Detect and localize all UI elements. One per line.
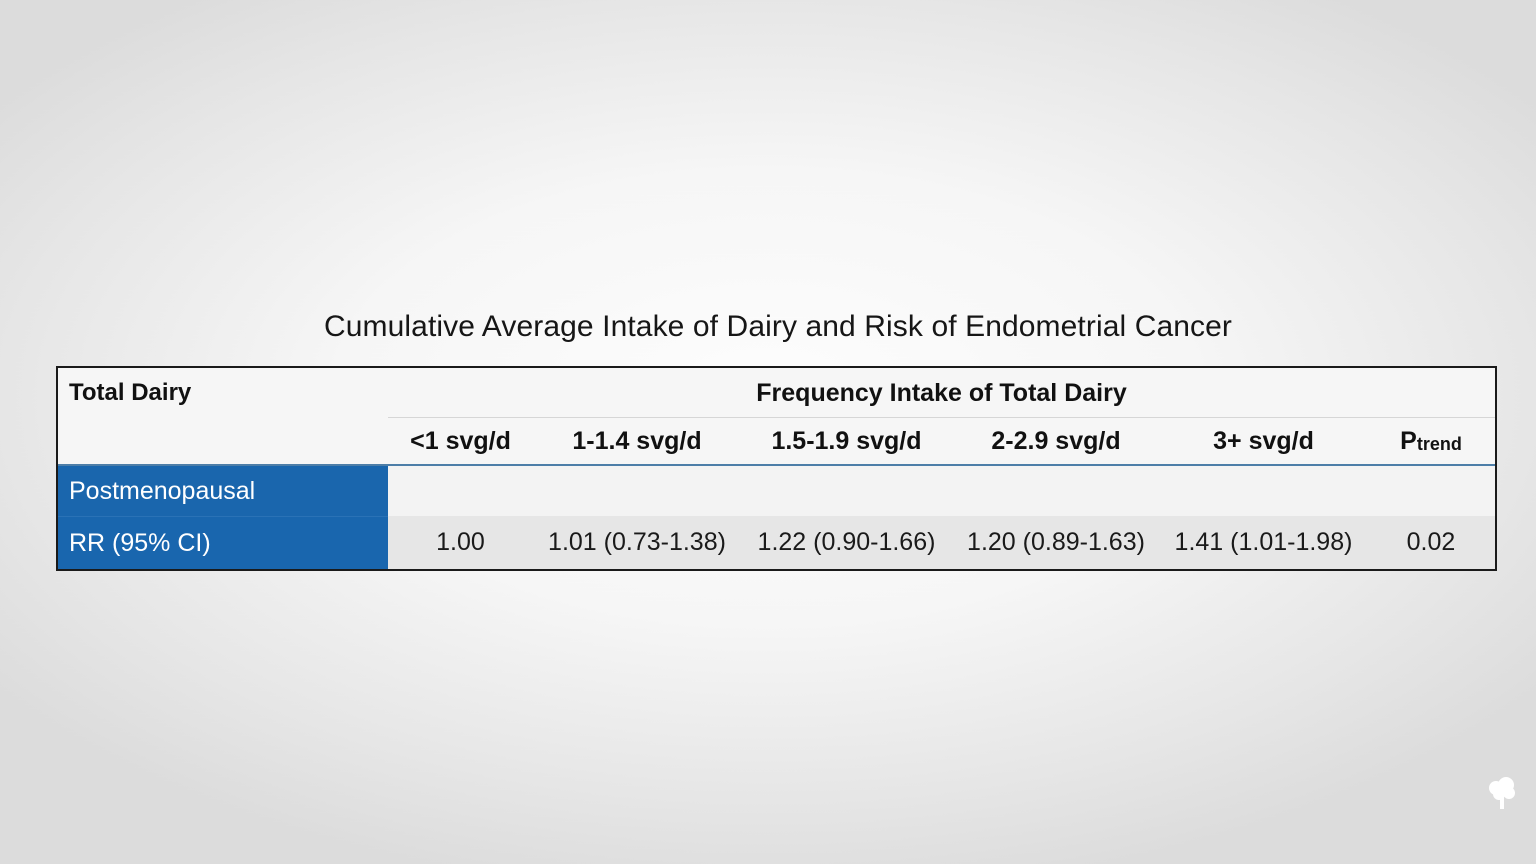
row-header-label: Total Dairy xyxy=(69,379,192,406)
table-cell: 1.00 xyxy=(436,528,485,556)
results-table: Total Dairy Frequency Intake of Total Da… xyxy=(56,366,1497,571)
header-divider xyxy=(388,417,1495,418)
column-header: 3+ svg/d xyxy=(1213,426,1314,455)
column-header: 1.5-1.9 svg/d xyxy=(771,426,922,455)
row-label: RR (95% CI) xyxy=(58,516,388,569)
column-header: <1 svg/d xyxy=(410,426,511,455)
column-group-label: Frequency Intake of Total Dairy xyxy=(756,378,1127,407)
column-header: 1-1.4 svg/d xyxy=(572,426,702,455)
group-row: Postmenopausal xyxy=(58,466,1495,516)
table-cell: 1.22 (0.90-1.66) xyxy=(757,528,936,556)
header-row-2: <1 svg/d 1-1.4 svg/d 1.5-1.9 svg/d 2-2.9… xyxy=(58,418,1495,466)
tree-icon xyxy=(1489,777,1515,809)
table-row: RR (95% CI) 1.00 1.01 (0.73-1.38) 1.22 (… xyxy=(58,516,1495,569)
header-row-1: Total Dairy Frequency Intake of Total Da… xyxy=(58,368,1495,418)
table-title: Cumulative Average Intake of Dairy and R… xyxy=(323,310,1233,343)
ptrend-main: P xyxy=(1400,426,1417,455)
ptrend-subscript: trend xyxy=(1416,433,1462,454)
ptrend-cell: 0.02 xyxy=(1406,528,1456,556)
column-header: 2-2.9 svg/d xyxy=(991,426,1121,455)
table-cell: 1.20 (0.89-1.63) xyxy=(967,528,1145,556)
table-cell: 1.01 (0.73-1.38) xyxy=(548,528,726,556)
group-label: Postmenopausal xyxy=(58,466,388,516)
table-cell: 1.41 (1.01-1.98) xyxy=(1174,528,1353,556)
